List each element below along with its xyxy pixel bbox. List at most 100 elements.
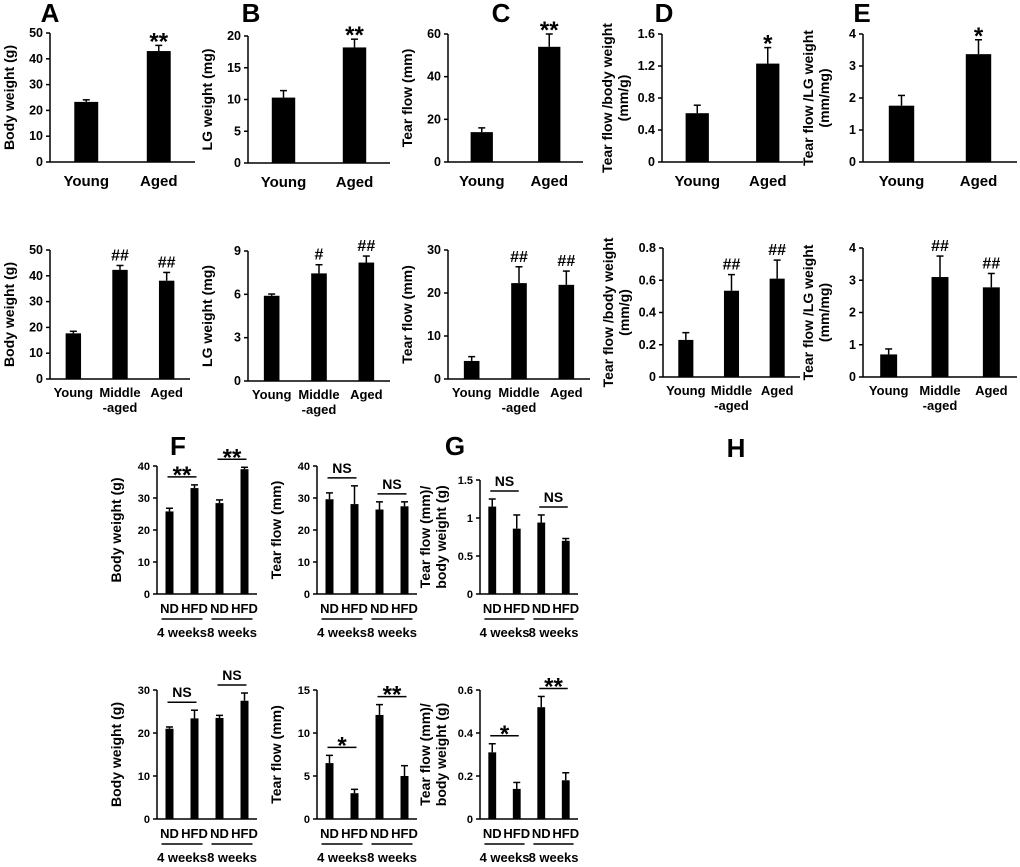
bar — [561, 780, 570, 819]
y-tick-label: 40 — [298, 461, 310, 473]
significance-label: ** — [383, 682, 402, 709]
category-label: ND — [532, 826, 551, 841]
y-tick-label: 0 — [36, 155, 43, 169]
y-tick-label: 50 — [29, 243, 43, 257]
y-tick-label: 5 — [304, 771, 310, 783]
y-tick-label: 1 — [467, 513, 473, 525]
y-tick-label: 0 — [434, 155, 441, 169]
y-tick-label: 10 — [227, 93, 241, 107]
significance-mark: ## — [158, 254, 176, 271]
y-tick-label: 5 — [234, 124, 241, 138]
chart-panel-7: 0 10 20 30 Tear flow (mm) Young ## Middle-aged #… — [399, 243, 590, 415]
panel-label: G — [445, 431, 465, 461]
category-label: Young — [674, 173, 720, 190]
panel-label: C — [492, 0, 511, 28]
significance-label: NS — [332, 460, 351, 476]
y-axis-label: Tear flow (mm)/ — [417, 486, 433, 589]
panel-label: B — [242, 0, 261, 28]
bar — [358, 262, 375, 381]
y-tick-label: 15 — [227, 61, 241, 75]
y-tick-label: 20 — [29, 103, 43, 117]
y-tick-label: 0 — [849, 155, 856, 169]
bar — [888, 105, 915, 162]
bar — [400, 776, 409, 819]
y-tick-label: 0.4 — [458, 728, 474, 740]
y-tick-label: 0 — [849, 370, 856, 384]
bar — [400, 506, 409, 594]
bar — [538, 46, 561, 162]
y-tick-label: 10 — [29, 129, 43, 143]
y-tick-label: 40 — [427, 70, 441, 84]
y-axis-label: body weight (g) — [433, 703, 449, 806]
y-tick-label: 30 — [138, 685, 150, 697]
y-axis-label: Tear flow (mm) — [399, 265, 415, 364]
category-label: Young — [879, 173, 925, 190]
category-label: ND — [483, 601, 502, 616]
significance-mark: ## — [557, 253, 575, 270]
significance-label: NS — [544, 489, 563, 505]
y-tick-label: 0 — [434, 372, 441, 386]
group-label: 4 weeks — [157, 625, 207, 640]
chart-A: A 0 10 20 30 40 50 Body weight (g) Young ** Aged — [1, 0, 195, 190]
category-label: ND — [210, 601, 229, 616]
bar — [561, 540, 570, 594]
y-axis-label: Tear flow /body weight — [600, 237, 616, 387]
y-tick-label: 0.2 — [639, 338, 656, 352]
chart-D: D 0 0.4 0.8 1.2 1.6 Tear flow /body weight (mm/… — [599, 0, 803, 190]
bar — [537, 707, 546, 819]
chart-B: B 0 5 10 15 20 LG weight (mg) Young ** Aged — [199, 0, 390, 191]
bar — [215, 717, 224, 819]
category-label: Aged — [960, 173, 998, 190]
y-tick-label: 3 — [234, 331, 241, 345]
significance-label: NS — [495, 473, 514, 489]
y-tick-label: 0.8 — [639, 241, 656, 255]
y-axis-label: (mm/g) — [616, 289, 632, 336]
chart-C: C 0 20 40 60 Tear flow (mm) Young ** Aged — [399, 0, 583, 190]
category-label: ND — [160, 826, 179, 841]
group-label: 4 weeks — [317, 625, 367, 640]
y-tick-label: 1.2 — [638, 59, 655, 73]
panel-label: E — [853, 0, 870, 28]
group-label: 4 weeks — [317, 850, 367, 865]
chart-E: E 0 1 2 3 4 Tear flow /LG weight (mm/mg) Young * A… — [800, 0, 1017, 190]
bar — [350, 793, 359, 819]
y-axis-label: (mm/mg) — [816, 283, 832, 342]
panel-label: H — [727, 433, 746, 463]
category-label: HFD — [231, 601, 258, 616]
significance-mark: ** — [540, 17, 559, 44]
bar — [375, 509, 384, 594]
category-label: Middle — [919, 383, 960, 398]
y-tick-label: 3 — [849, 273, 856, 287]
category-label: HFD — [181, 826, 208, 841]
category-label: Aged — [150, 385, 183, 400]
y-tick-label: 10 — [298, 557, 310, 569]
y-tick-label: 2 — [849, 306, 856, 320]
y-tick-label: 0 — [648, 155, 655, 169]
bar — [350, 504, 359, 594]
y-tick-label: 0 — [304, 814, 310, 826]
chart-panel-9: 0 1 2 3 4 Tear flow /LG weight (mm/mg) Young ## M… — [800, 238, 1017, 413]
significance-label: ** — [223, 444, 242, 471]
y-tick-label: 0.2 — [458, 771, 473, 783]
category-label: Middle — [99, 385, 140, 400]
category-label: HFD — [341, 826, 368, 841]
y-tick-label: 0 — [467, 814, 473, 826]
group-label: 4 weeks — [157, 850, 207, 865]
y-axis-label: Tear flow (mm) — [399, 49, 415, 148]
y-tick-label: 10 — [29, 346, 43, 360]
y-tick-label: 0 — [467, 589, 473, 601]
category-label: Middle — [711, 383, 752, 398]
y-tick-label: 20 — [427, 286, 441, 300]
y-tick-label: 30 — [298, 493, 310, 505]
bar — [146, 51, 171, 163]
category-label: HFD — [391, 826, 418, 841]
category-label: HFD — [552, 826, 579, 841]
y-tick-label: 0.5 — [458, 551, 473, 563]
category-label: -aged — [923, 398, 958, 413]
significance-label: ** — [544, 673, 563, 700]
y-axis-label: Tear flow /LG weight — [800, 30, 816, 166]
chart-panel-15: 0 0.2 0.4 0.6 Tear flow (mm)/body weight (g)… — [417, 673, 579, 865]
category-label: Aged — [749, 173, 787, 190]
y-tick-label: 20 — [138, 728, 150, 740]
bar — [880, 354, 898, 377]
